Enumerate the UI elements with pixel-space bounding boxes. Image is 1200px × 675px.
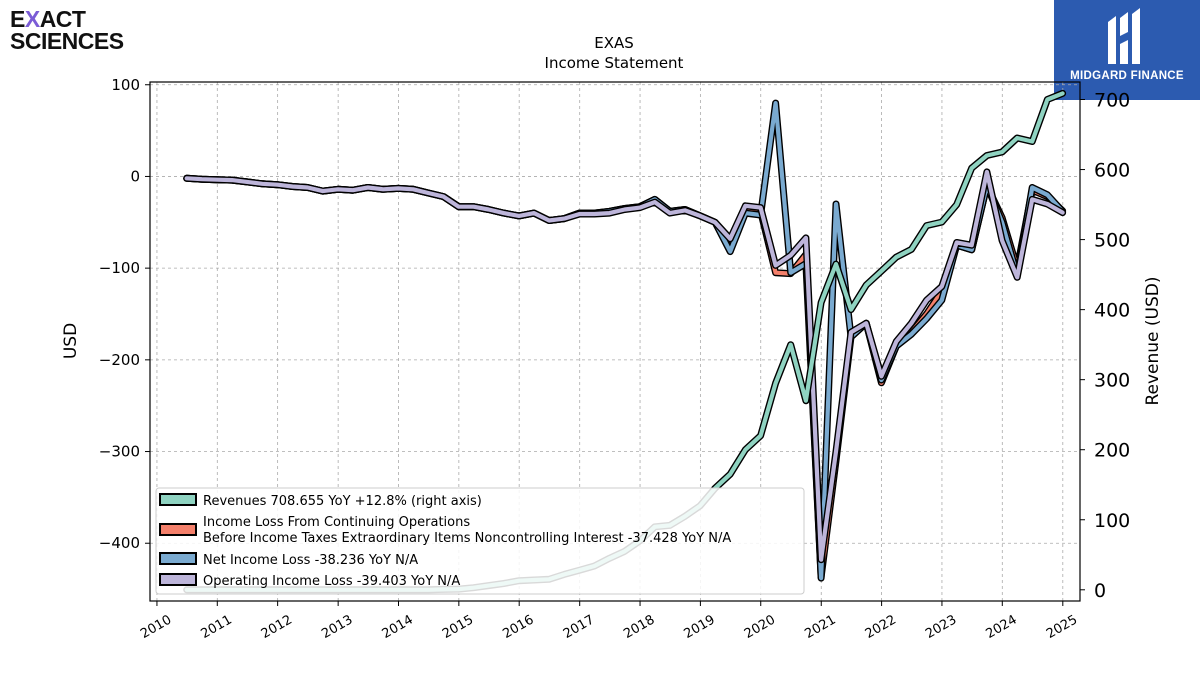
x-tick-label: 2019 bbox=[682, 612, 718, 642]
x-tick-label: 2020 bbox=[742, 612, 778, 642]
x-tick-label: 2011 bbox=[198, 612, 234, 642]
net_income-legend-swatch bbox=[159, 552, 197, 565]
midgard-finance-logo: MIDGARD FINANCE bbox=[1054, 0, 1200, 100]
x-axis: 2010 2011 2012 2013 2014 2015 2016 2017 2018 2019… bbox=[138, 601, 1080, 642]
income_before_tax-legend-label: Income Loss From Continuing Operations bbox=[203, 515, 470, 530]
y-right-tick-label: 400 bbox=[1094, 300, 1130, 322]
y-tick-label: −200 bbox=[99, 351, 140, 369]
y-right-tick-label: 100 bbox=[1094, 510, 1130, 532]
y-right-tick-label: 300 bbox=[1094, 370, 1130, 392]
exact-sciences-logo: EXACT SCIENCES bbox=[10, 6, 124, 54]
x-tick-label: 2025 bbox=[1044, 612, 1080, 642]
revenues-legend-swatch bbox=[159, 493, 197, 506]
x-tick-label: 2010 bbox=[138, 612, 174, 642]
logo-line-1: EXACT bbox=[10, 6, 86, 32]
y-right-tick-label: 700 bbox=[1094, 90, 1130, 112]
x-tick-label: 2014 bbox=[380, 612, 416, 642]
y-tick-label: 0 bbox=[130, 167, 140, 185]
chart-title: EXAS bbox=[594, 34, 634, 52]
legend: Revenues 708.655 YoY +12.8% (right axis)… bbox=[155, 487, 805, 595]
chart-subtitle: Income Statement bbox=[545, 54, 684, 72]
x-tick-label: 2016 bbox=[500, 612, 536, 642]
left-axis: 100 0 −100 −200 −300 −400 bbox=[99, 76, 150, 552]
x-tick-label: 2017 bbox=[561, 612, 597, 642]
operating_income-legend-swatch bbox=[159, 573, 197, 586]
x-tick-label: 2024 bbox=[983, 612, 1019, 642]
net_income-legend-label: Net Income Loss -38.236 YoY N/A bbox=[203, 553, 418, 568]
y-right-tick-label: 0 bbox=[1094, 580, 1106, 602]
plot-frame bbox=[149, 81, 1081, 602]
operating_income-legend-label: Operating Income Loss -39.403 YoY N/A bbox=[203, 574, 460, 589]
y-right-tick-label: 500 bbox=[1094, 230, 1130, 252]
revenues-legend-label: Revenues 708.655 YoY +12.8% (right axis) bbox=[203, 494, 482, 509]
logo-line-2: SCIENCES bbox=[10, 28, 124, 54]
midgard-mark-icon bbox=[1108, 8, 1140, 64]
right-axis: 0 100 200 300 400 500 600 700 bbox=[1080, 90, 1130, 602]
x-tick-label: 2022 bbox=[863, 612, 899, 642]
x-tick-label: 2023 bbox=[923, 612, 959, 642]
income_before_tax-legend-swatch bbox=[159, 523, 197, 536]
x-tick-label: 2018 bbox=[621, 612, 657, 642]
y-right-tick-label: 200 bbox=[1094, 440, 1130, 462]
operating_income-line bbox=[184, 169, 1065, 562]
y-tick-label: −100 bbox=[99, 259, 140, 277]
midgard-brand-name: MIDGARD FINANCE bbox=[1070, 70, 1184, 82]
x-tick-label: 2015 bbox=[440, 612, 476, 642]
legend-box bbox=[155, 487, 805, 595]
income_before_tax-legend-label: Before Income Taxes Extraordinary Items … bbox=[203, 531, 731, 546]
y-axis-right-label: Revenue (USD) bbox=[1143, 276, 1163, 405]
y-tick-label: −400 bbox=[99, 534, 140, 552]
x-tick-label: 2013 bbox=[319, 612, 355, 642]
x-tick-label: 2021 bbox=[802, 612, 838, 642]
x-tick-label: 2012 bbox=[259, 612, 295, 642]
y-tick-label: 100 bbox=[111, 76, 140, 94]
y-right-tick-label: 600 bbox=[1094, 160, 1130, 182]
y-tick-label: −300 bbox=[99, 443, 140, 461]
y-axis-label: USD bbox=[61, 323, 81, 359]
